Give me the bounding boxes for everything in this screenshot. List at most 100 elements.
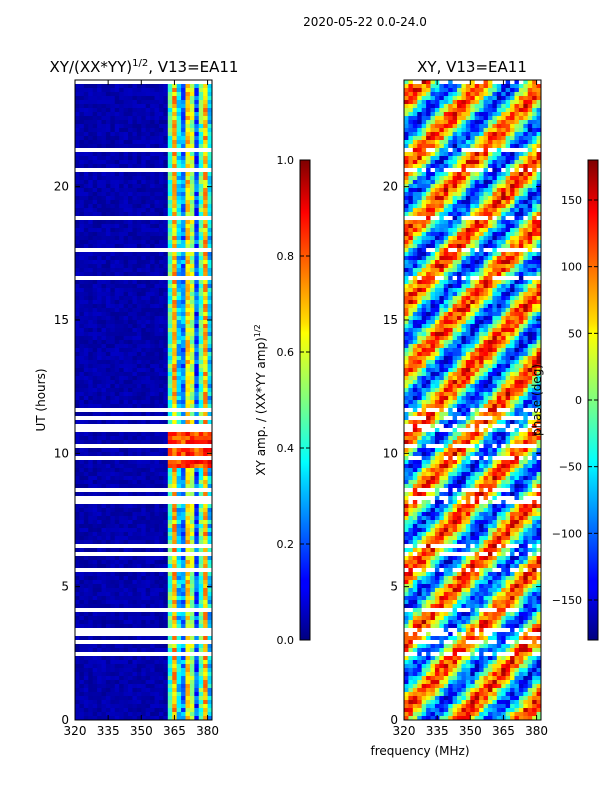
amplitude-cell [101, 88, 107, 93]
amplitude-cell [114, 148, 120, 153]
amplitude-cell [172, 408, 178, 413]
amplitude-cell [150, 88, 156, 93]
amplitude-cell [154, 204, 160, 209]
amplitude-cell [181, 444, 187, 449]
amplitude-cell [176, 552, 182, 557]
amplitude-cell [185, 612, 191, 617]
amplitude-cell [128, 680, 134, 685]
amplitude-cell [158, 592, 164, 597]
amplitude-cell [114, 224, 120, 229]
amplitude-cell [79, 464, 85, 469]
amplitude-cell [198, 600, 204, 605]
amplitude-cell [132, 340, 138, 345]
amplitude-cell [150, 144, 156, 149]
amplitude-cell [167, 336, 173, 341]
amplitude-cell [75, 264, 81, 269]
amplitude-cell [194, 252, 200, 257]
amplitude-cell [203, 508, 209, 513]
amplitude-cell [123, 528, 129, 533]
amplitude-cell [185, 412, 191, 417]
amplitude-cell [194, 204, 200, 209]
amplitude-cell [128, 184, 134, 189]
amplitude-cell [101, 564, 107, 569]
amplitude-cell [181, 716, 187, 720]
amplitude-cell [132, 96, 138, 101]
amplitude-cell [101, 220, 107, 225]
amplitude-cell [97, 296, 103, 301]
amplitude-cell [132, 364, 138, 369]
amplitude-cell [128, 548, 134, 553]
amplitude-cell [101, 276, 107, 281]
amplitude-cell [141, 120, 147, 125]
amplitude-cell [114, 688, 120, 693]
amplitude-cell [145, 560, 151, 565]
amplitude-cell [203, 404, 209, 409]
amplitude-cell [185, 524, 191, 529]
amplitude-cell [128, 120, 134, 125]
amplitude-cell [114, 652, 120, 657]
amplitude-cell [172, 328, 178, 333]
amplitude-cell [203, 492, 209, 497]
amplitude-cell [154, 680, 160, 685]
amplitude-cell [185, 448, 191, 453]
amplitude-cell [207, 400, 212, 405]
amplitude-cell [163, 408, 169, 413]
amplitude-cell [150, 444, 156, 449]
amplitude-cell [75, 84, 81, 89]
amplitude-cell [181, 616, 187, 621]
amplitude-cell [136, 488, 142, 493]
amplitude-cell [141, 368, 147, 373]
amplitude-cell [141, 168, 147, 173]
amplitude-cell [105, 536, 111, 541]
amplitude-cell [181, 292, 187, 297]
amplitude-cell [207, 336, 212, 341]
amplitude-cell [176, 712, 182, 717]
amplitude-cell [88, 504, 94, 509]
amplitude-cell [145, 260, 151, 265]
amplitude-cell [158, 432, 164, 437]
amplitude-cell [136, 628, 142, 633]
amplitude-cell [110, 712, 116, 717]
amplitude-cell [105, 592, 111, 597]
amplitude-cell [132, 128, 138, 133]
amplitude-cell [158, 540, 164, 545]
amplitude-cell [176, 304, 182, 309]
amplitude-cell [88, 512, 94, 517]
amplitude-cell [167, 456, 173, 461]
amplitude-cell [128, 620, 134, 625]
amplitude-cell [119, 348, 125, 353]
amplitude-cell [189, 624, 195, 629]
amplitude-cell [141, 228, 147, 233]
amplitude-cell [114, 364, 120, 369]
amplitude-cell [198, 716, 204, 720]
amplitude-cell [176, 484, 182, 489]
amplitude-cell [97, 112, 103, 117]
amplitude-cell [88, 340, 94, 345]
amplitude-cell [114, 116, 120, 121]
amplitude-cell [105, 452, 111, 457]
amplitude-x-tick-label: 380 [196, 724, 219, 738]
amplitude-cell [203, 400, 209, 405]
amplitude-cell [119, 324, 125, 329]
amplitude-cell [119, 584, 125, 589]
amplitude-cell [75, 124, 81, 129]
amplitude-cell [83, 552, 89, 557]
amplitude-cell [158, 512, 164, 517]
amplitude-cell [114, 396, 120, 401]
amplitude-cell [203, 520, 209, 525]
amplitude-cell [119, 384, 125, 389]
amplitude-cell [141, 532, 147, 537]
amplitude-cell [176, 88, 182, 93]
amplitude-cell [132, 464, 138, 469]
amplitude-cell [150, 480, 156, 485]
amplitude-cell [136, 580, 142, 585]
amplitude-cell [145, 556, 151, 561]
amplitude-cell [110, 448, 116, 453]
amplitude-cell [141, 556, 147, 561]
amplitude-cell [136, 632, 142, 637]
amplitude-cell [83, 364, 89, 369]
amplitude-cell [105, 172, 111, 177]
amplitude-cell [163, 512, 169, 517]
amplitude-cell [132, 484, 138, 489]
amplitude-cell [97, 268, 103, 273]
